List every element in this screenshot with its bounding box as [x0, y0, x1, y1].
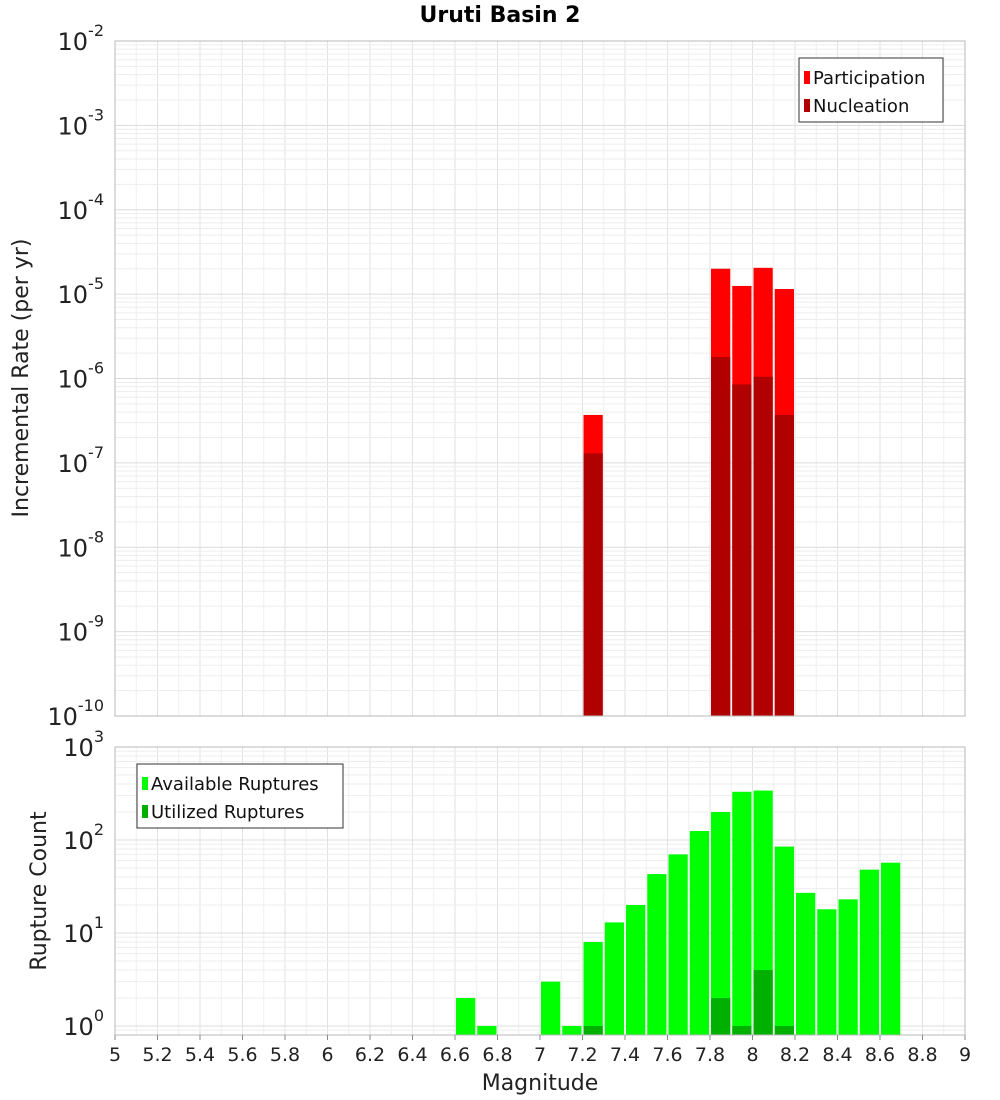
bar-nucleation [711, 356, 731, 716]
top-y-axis-label: Incremental Rate (per yr) [9, 239, 34, 518]
bar-available-ruptures [626, 904, 646, 1035]
top-bars [583, 267, 794, 716]
bar-available-ruptures [774, 846, 794, 1035]
x-tick-label: 5.6 [227, 1044, 257, 1066]
x-tick-label: 7.6 [652, 1044, 682, 1066]
bar-available-ruptures [711, 812, 731, 1035]
y-tick-label: 10-9 [58, 612, 105, 647]
bottom-bars [456, 790, 901, 1035]
bar-available-ruptures [583, 942, 603, 1035]
x-axis-label: Magnitude [482, 1071, 599, 1096]
y-tick-label: 102 [63, 820, 104, 855]
bar-nucleation [732, 384, 752, 716]
x-tick-label: 5.2 [142, 1044, 172, 1066]
legend-box [136, 763, 344, 829]
bar-nucleation [753, 376, 773, 716]
x-tick-label: 5.4 [185, 1044, 215, 1066]
legend-swatch [142, 777, 148, 790]
y-tick-label: 10-6 [58, 359, 105, 394]
x-tick-label: 8 [746, 1044, 758, 1066]
x-tick-label: 5.8 [270, 1044, 300, 1066]
y-tick-label: 10-5 [58, 274, 105, 309]
bar-utilized-ruptures [583, 1025, 603, 1035]
x-tick-label: 8.2 [780, 1044, 810, 1066]
chart-title: Uruti Basin 2 [420, 3, 581, 28]
bar-available-ruptures [647, 874, 667, 1035]
bar-available-ruptures [859, 869, 879, 1035]
y-tick-label: 10-10 [47, 696, 104, 731]
x-tick-label: 6.8 [482, 1044, 512, 1066]
y-tick-label: 10-2 [58, 21, 105, 56]
legend-label: Participation [813, 68, 925, 89]
bar-available-ruptures [817, 909, 837, 1035]
x-tick-label: 6.4 [397, 1044, 427, 1066]
legend-swatch [804, 71, 810, 84]
x-ticks: 5 5.2 5.4 5.6 5.8 6 6.2 6.4 6.6 6.8 7 7.2 7.4 7.6 7.8 8… [109, 1035, 971, 1066]
bar-available-ruptures [477, 1025, 497, 1035]
top-grid [114, 40, 966, 717]
bar-available-ruptures [838, 899, 858, 1035]
y-tick-label: 100 [63, 1006, 104, 1041]
x-tick-label: 7.8 [695, 1044, 725, 1066]
bar-available-ruptures [689, 830, 709, 1035]
bottom-y-axis-label: Rupture Count [27, 811, 52, 971]
x-tick-label: 9 [959, 1044, 971, 1066]
top-panel: 10-10 10-9 10-8 10-7 10-6 10-5 10-4 10-3 10-2 In… [9, 21, 966, 731]
x-tick-label: 8.8 [907, 1044, 937, 1066]
legend-label: Nucleation [813, 96, 909, 117]
bar-available-ruptures [541, 981, 561, 1035]
bottom-panel: 100 101 102 103 5 5.2 5.4 5.6 5.8 6 6.2 6.4 6.6 6.8 7… [27, 727, 971, 1096]
bar-utilized-ruptures [732, 1025, 752, 1035]
x-tick-label: 8.4 [822, 1044, 852, 1066]
x-tick-label: 5 [109, 1044, 121, 1066]
legend-label: Available Ruptures [151, 774, 319, 795]
y-tick-label: 103 [63, 727, 104, 762]
bar-available-ruptures [732, 791, 752, 1035]
bar-available-ruptures [456, 997, 476, 1035]
bar-nucleation [774, 414, 794, 716]
y-tick-label: 10-4 [58, 190, 105, 225]
bar-available-ruptures [562, 1025, 582, 1035]
y-tick-label: 101 [63, 913, 104, 948]
x-tick-label: 7.4 [610, 1044, 640, 1066]
y-tick-label: 10-8 [58, 527, 105, 562]
bar-available-ruptures [796, 892, 816, 1035]
top-legend: Participation Nucleation [798, 57, 944, 123]
bar-utilized-ruptures [753, 969, 773, 1035]
legend-box [798, 57, 944, 123]
top-y-ticks: 10-10 10-9 10-8 10-7 10-6 10-5 10-4 10-3 10-2 [47, 21, 104, 731]
bottom-y-ticks: 100 101 102 103 [63, 727, 104, 1041]
bar-available-ruptures [604, 922, 624, 1035]
y-tick-label: 10-3 [58, 105, 105, 140]
x-tick-label: 6 [321, 1044, 333, 1066]
bar-nucleation [583, 453, 603, 716]
y-tick-label: 10-7 [58, 443, 105, 478]
x-tick-label: 7 [534, 1044, 546, 1066]
bar-available-ruptures [881, 862, 901, 1035]
x-tick-label: 6.6 [440, 1044, 470, 1066]
x-tick-label: 6.2 [355, 1044, 385, 1066]
legend-swatch [142, 805, 148, 818]
bar-utilized-ruptures [774, 1025, 794, 1035]
bottom-legend: Available Ruptures Utilized Ruptures [136, 763, 344, 829]
legend-label: Utilized Ruptures [151, 802, 304, 823]
bar-available-ruptures [668, 854, 688, 1035]
top-plot-border [114, 40, 966, 717]
legend-swatch [804, 99, 810, 112]
bar-utilized-ruptures [711, 997, 731, 1035]
x-tick-label: 7.2 [567, 1044, 597, 1066]
x-tick-label: 8.6 [865, 1044, 895, 1066]
